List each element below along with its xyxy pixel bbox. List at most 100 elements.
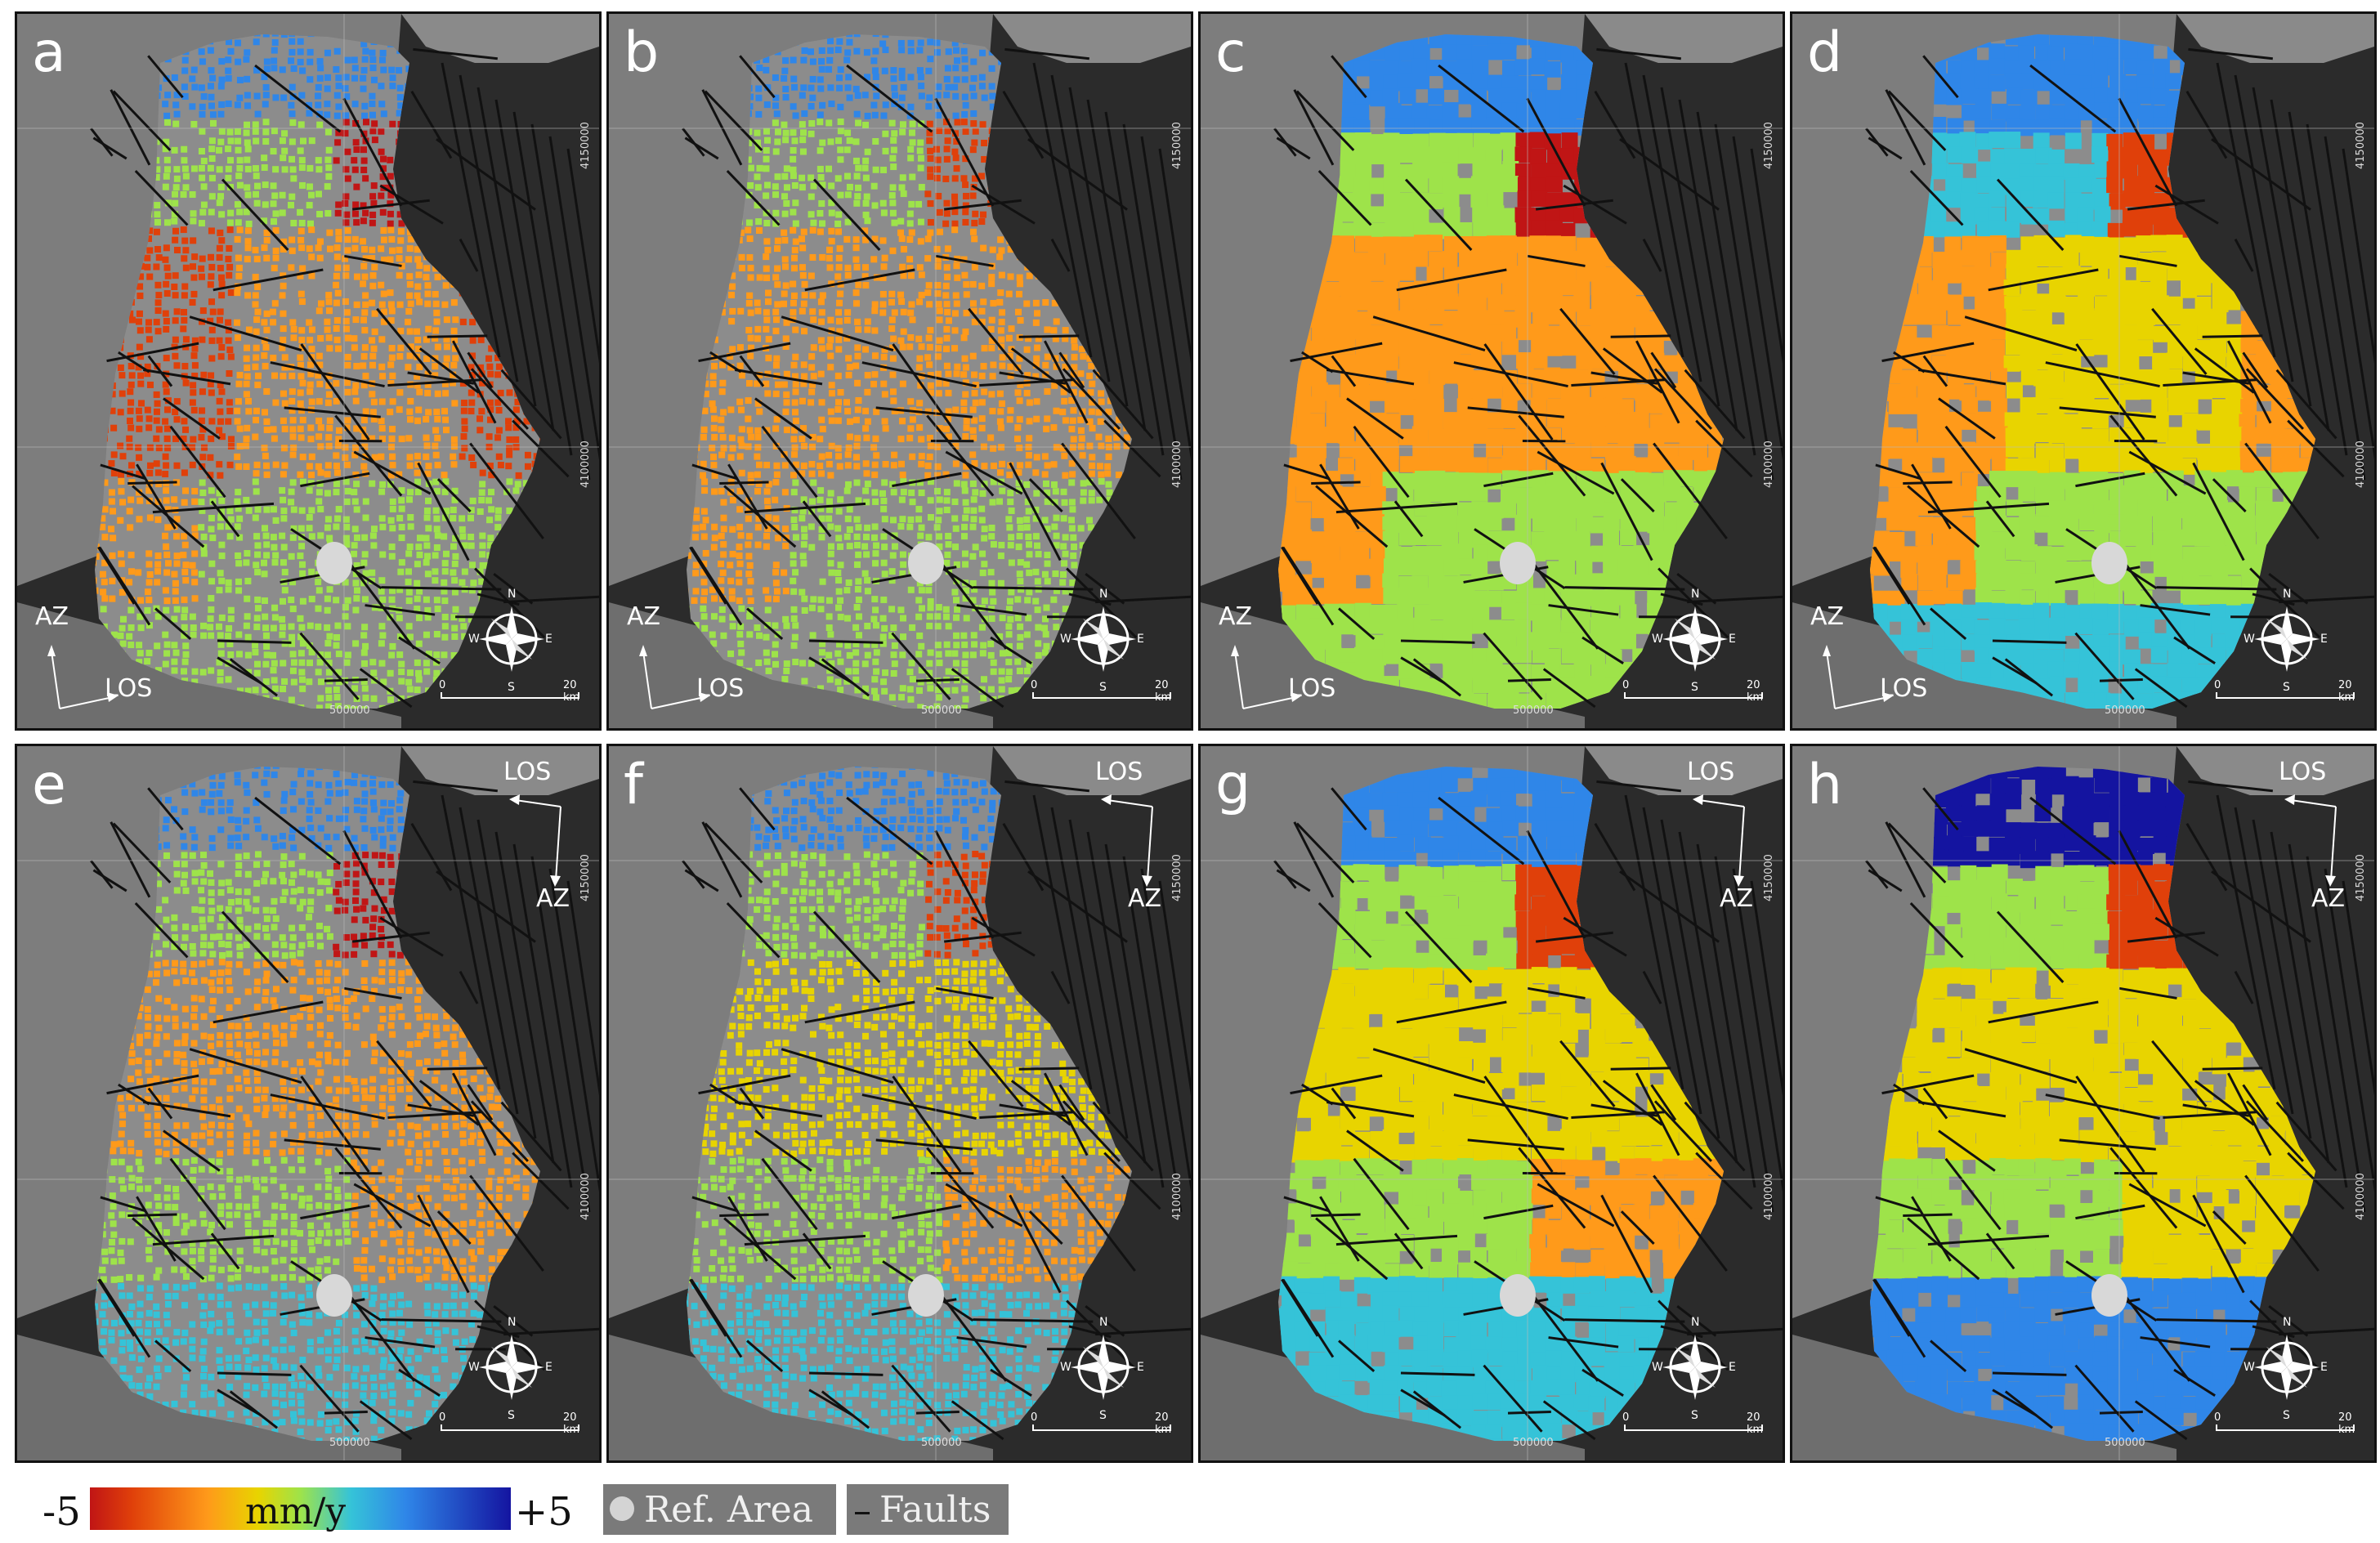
northing-label-mid: 4100000: [1763, 1173, 1775, 1220]
compass-s-label: S: [1099, 681, 1107, 694]
velocity-map-panel-g: g 4150000 4100000 500000 LOS AZ N S W E 0 20 km: [1198, 744, 1785, 1463]
los-az-arrows: [1693, 794, 1745, 887]
velocity-map-panel-h: h 4150000 4100000 500000 LOS AZ N S W E 0 20 km: [1790, 744, 2377, 1463]
terrain-background-ne: [401, 746, 599, 795]
terrain-background-ne: [993, 14, 1191, 63]
ref-area-dot-icon: [610, 1496, 634, 1521]
scale-bar-zero: 0: [1031, 679, 1038, 691]
compass-e-label: E: [545, 1361, 552, 1374]
scale-bar: 0 20 km: [1622, 679, 1764, 712]
compass-s-label: S: [1099, 1409, 1107, 1422]
velocity-map-panel-e: e 4150000 4100000 500000 LOS AZ N S W E 0 20 km: [15, 744, 602, 1463]
scale-bar-max: 20 km: [563, 679, 580, 704]
velocity-map-panel-b: b 4150000 4100000 500000 LOS AZ N S W E 0 20 km: [606, 11, 1193, 731]
panel-letter: e: [32, 753, 66, 817]
compass-n-label: N: [1099, 588, 1108, 601]
compass-s-label: S: [508, 681, 515, 694]
northing-label-mid: 4100000: [2355, 441, 2367, 488]
compass-e-label: E: [2320, 633, 2328, 646]
compass-s-label: S: [1691, 1409, 1698, 1422]
compass-n-label: N: [508, 1316, 517, 1329]
los-az-arrows: [1101, 794, 1153, 887]
velocity-map-panel-a: a 4150000 4100000 500000 LOS AZ N S W E 0 20 km: [15, 11, 602, 731]
az-label: AZ: [1128, 884, 1162, 913]
compass-e-label: E: [1137, 1361, 1144, 1374]
los-az-indicator: LOS AZ: [27, 602, 166, 717]
fault-lines: [682, 47, 1191, 709]
velocity-map-panel-c: c 4150000 4100000 500000 LOS AZ N S W E 0 20 km: [1198, 11, 1785, 731]
compass-w-label: W: [2244, 1361, 2255, 1374]
los-az-arrows: [1231, 645, 1302, 709]
los-label: LOS: [1880, 674, 1928, 703]
reference-area: [316, 1274, 352, 1317]
los-label: LOS: [1095, 758, 1143, 786]
scale-bar: 0 20 km: [1031, 679, 1171, 712]
colorbar-min-label: -5: [42, 1489, 81, 1535]
los-az-indicator: LOS AZ: [2246, 758, 2374, 913]
northing-label-mid: 4100000: [579, 1173, 592, 1220]
map-canvas: [17, 746, 599, 1460]
ref-area-label: Ref. Area: [644, 1489, 813, 1531]
los-az-indicator: LOS AZ: [1802, 602, 1941, 717]
scale-bar: 0 20 km: [2214, 679, 2355, 712]
fault-lines: [1273, 780, 1783, 1441]
easting-label: 500000: [921, 1437, 962, 1449]
northing-label-top: 4150000: [579, 122, 592, 169]
map-canvas: [609, 746, 1191, 1460]
scale-bar-zero: 0: [1622, 679, 1630, 691]
scale-bar-zero: 0: [2214, 1411, 2221, 1424]
panel-letter: b: [624, 20, 660, 85]
northing-label-mid: 4100000: [1763, 441, 1775, 488]
compass-n-label: N: [2283, 588, 2292, 601]
scale-bar-max: 20 km: [1155, 1411, 1172, 1436]
easting-label: 500000: [1513, 1437, 1554, 1449]
northing-label-mid: 4100000: [579, 441, 592, 488]
compass-w-label: W: [468, 633, 480, 646]
velocity-map-panel-d: d 4150000 4100000 500000 LOS AZ N S W E 0 20 km: [1790, 11, 2377, 731]
az-label: AZ: [2311, 884, 2346, 913]
terrain-background-ne: [1585, 14, 1783, 63]
northing-label-top: 4150000: [1171, 122, 1183, 169]
northing-label-top: 4150000: [1763, 122, 1775, 169]
compass-rose-icon: N S W E: [1058, 1314, 1148, 1422]
scale-bar-max: 20 km: [2338, 1411, 2355, 1436]
compass-n-label: N: [1099, 1316, 1108, 1329]
scale-bar-max: 20 km: [1747, 679, 1764, 704]
compass-w-label: W: [468, 1361, 480, 1374]
compass-s-label: S: [2283, 1409, 2290, 1422]
map-canvas: [1201, 14, 1783, 728]
los-az-arrows: [47, 645, 119, 709]
easting-label: 500000: [329, 704, 370, 717]
easting-label: 500000: [2105, 1437, 2145, 1449]
legend: -5 mm/y +5 Ref. Area Faults: [0, 1471, 2380, 1543]
los-az-indicator: LOS AZ: [619, 602, 758, 717]
los-label: LOS: [1288, 674, 1336, 703]
northing-label-mid: 4100000: [1171, 1173, 1183, 1220]
terrain-background-ne: [2176, 746, 2374, 795]
velocity-map-panel-f: f 4150000 4100000 500000 LOS AZ N S W E 0 20 km: [606, 744, 1193, 1463]
fault-lines: [90, 47, 599, 709]
map-canvas: [17, 14, 599, 728]
reference-area: [316, 542, 352, 584]
los-label: LOS: [696, 674, 745, 703]
panel-letter: a: [32, 20, 66, 85]
compass-n-label: N: [1691, 588, 1700, 601]
compass-rose-icon: N S W E: [2242, 586, 2332, 694]
compass-e-label: E: [545, 633, 552, 646]
scale-bar: 0 20 km: [2214, 1411, 2355, 1444]
az-label: AZ: [1720, 884, 1754, 913]
az-label: AZ: [35, 602, 69, 631]
los-az-indicator: LOS AZ: [471, 758, 599, 913]
los-label: LOS: [2279, 758, 2327, 786]
los-az-arrows: [509, 794, 561, 887]
ref-area-legend: Ref. Area: [603, 1484, 836, 1535]
terrain-background-ne: [1585, 746, 1783, 795]
northing-label-mid: 4100000: [1171, 441, 1183, 488]
scale-bar-zero: 0: [439, 1411, 446, 1424]
los-az-arrows: [1823, 645, 1894, 709]
compass-e-label: E: [1729, 1361, 1736, 1374]
reference-area: [908, 1274, 944, 1317]
az-label: AZ: [536, 884, 570, 913]
panel-letter: f: [624, 753, 643, 817]
faults-legend: Faults: [847, 1484, 1009, 1535]
